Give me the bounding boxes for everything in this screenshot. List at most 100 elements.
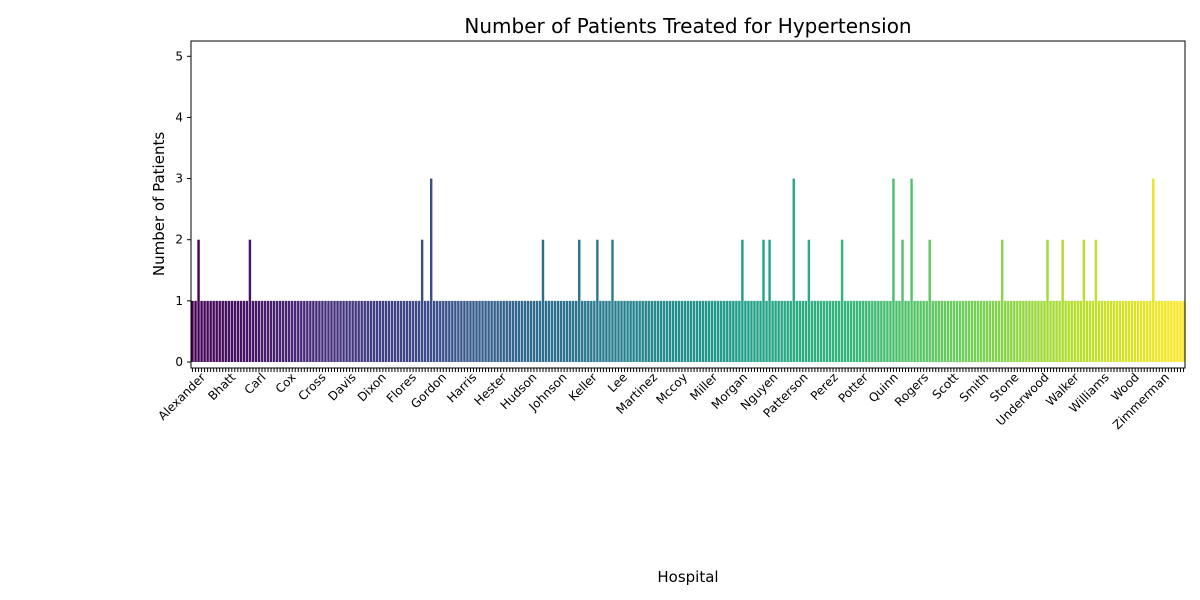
x-tick-label: Perez [808, 370, 841, 403]
bar [786, 300, 789, 362]
y-axis: 0 1 2 3 4 5 [175, 49, 191, 369]
bar [1031, 300, 1034, 362]
x-tick-label: Lee [605, 370, 630, 395]
bar [1061, 239, 1064, 362]
bar [508, 300, 511, 362]
bar [1118, 300, 1122, 362]
bar [940, 300, 943, 362]
bar [726, 300, 729, 362]
x-axis-label: Hospital [657, 568, 718, 586]
bar [454, 300, 457, 362]
bar [686, 300, 690, 362]
bar [834, 300, 838, 362]
bar [1146, 300, 1149, 362]
bar [937, 300, 940, 362]
bar [272, 300, 276, 362]
bar [357, 300, 360, 362]
bar [674, 300, 678, 362]
bar [590, 300, 593, 362]
bar [1055, 300, 1058, 362]
bar [330, 300, 333, 362]
bar [994, 300, 998, 362]
bar [291, 300, 294, 362]
bar [448, 300, 451, 362]
x-tick-label: Bhatt [205, 370, 238, 403]
bar [907, 300, 910, 362]
bar [248, 239, 252, 362]
bar [1001, 239, 1004, 362]
bar [756, 300, 759, 362]
bar [828, 300, 832, 362]
bar [865, 300, 868, 362]
bar [348, 300, 351, 362]
bar [650, 300, 653, 362]
bar [351, 300, 354, 362]
bar [433, 300, 436, 362]
bar [629, 300, 632, 362]
bar [593, 300, 596, 362]
bar [191, 300, 194, 362]
bar [1161, 300, 1164, 362]
x-tick-label: Mccoy [653, 370, 690, 407]
bar [526, 300, 530, 362]
bar [774, 300, 777, 362]
y-tick-label: 0 [175, 355, 183, 369]
bar [973, 300, 977, 362]
bar [1176, 300, 1179, 362]
bar [381, 300, 385, 362]
bar [502, 300, 505, 362]
bar [1043, 300, 1046, 362]
bar [1076, 300, 1079, 362]
bar [553, 300, 557, 362]
bar [263, 300, 267, 362]
bar [378, 300, 382, 362]
bar [1094, 239, 1098, 362]
bar [611, 239, 614, 362]
bar [339, 300, 342, 362]
bar [1079, 300, 1082, 362]
bar [1022, 300, 1025, 362]
bar [599, 300, 602, 362]
bar [919, 300, 922, 362]
bar [735, 300, 738, 362]
bar [493, 300, 496, 362]
bar [738, 300, 741, 362]
bar [197, 239, 200, 362]
bar [943, 300, 947, 362]
bar [665, 300, 669, 362]
x-tick-label: Keller [566, 370, 600, 404]
bar [1179, 300, 1182, 362]
bar [698, 300, 702, 362]
bar [484, 300, 487, 362]
bar [203, 300, 206, 362]
y-tick-label: 3 [175, 172, 183, 186]
bar [278, 300, 282, 362]
bar [233, 300, 237, 362]
bar [457, 300, 460, 362]
bar [762, 239, 765, 362]
bar [1106, 300, 1110, 362]
bar [623, 300, 626, 362]
bar [366, 300, 369, 362]
bar [342, 300, 345, 362]
bar [578, 239, 581, 362]
bar [251, 300, 255, 362]
bar [680, 300, 684, 362]
bar [862, 300, 865, 362]
bar [958, 300, 962, 362]
bar [571, 300, 575, 362]
bar [266, 300, 270, 362]
bar [405, 300, 409, 362]
chart-title: Number of Patients Treated for Hypertens… [464, 14, 911, 38]
bar [991, 300, 995, 362]
x-tick-label: Rogers [892, 370, 931, 409]
bar [390, 300, 394, 362]
bar [723, 300, 726, 362]
bar [324, 300, 327, 362]
bar [1182, 300, 1185, 362]
bar [970, 300, 974, 362]
bar [641, 300, 644, 362]
x-tick-label: Cross [295, 370, 328, 403]
bar [463, 300, 466, 362]
